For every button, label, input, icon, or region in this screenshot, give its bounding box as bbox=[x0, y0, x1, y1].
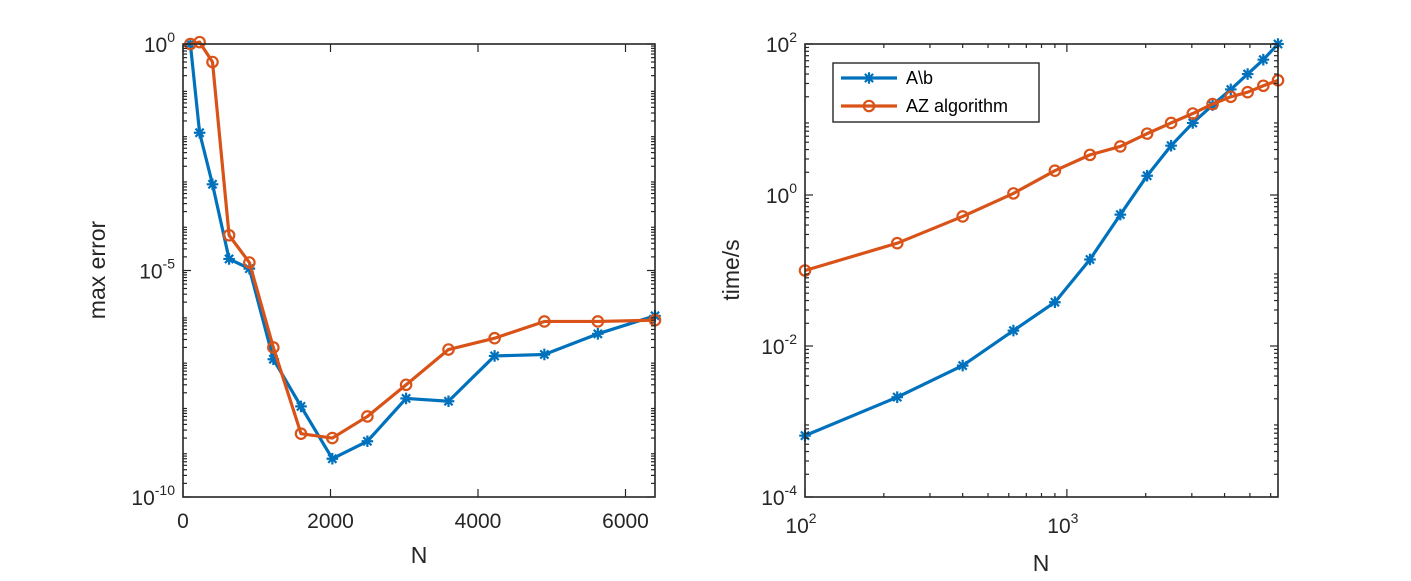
data-point-a-backslash-b bbox=[1165, 139, 1177, 152]
y-tick-label: 10-10 bbox=[131, 482, 175, 510]
data-point-a-backslash-b bbox=[538, 348, 551, 361]
error-plot-y-label: max error bbox=[84, 220, 110, 319]
data-point-az-algorithm bbox=[326, 431, 339, 445]
data-point-az-algorithm bbox=[1241, 85, 1254, 99]
data-point-a-backslash-b bbox=[1084, 253, 1096, 266]
data-point-az-algorithm bbox=[361, 410, 374, 423]
data-point-a-backslash-b bbox=[488, 350, 501, 362]
data-point-a-backslash-b bbox=[956, 359, 969, 372]
legend-entry-az-algorithm: AZ algorithm bbox=[841, 96, 1008, 116]
data-point-az-algorithm bbox=[399, 378, 413, 392]
timing-plot-axes-box bbox=[804, 43, 1279, 498]
data-point-az-algorithm bbox=[267, 341, 280, 354]
data-point-a-backslash-b bbox=[295, 400, 307, 413]
data-point-az-algorithm bbox=[1007, 187, 1020, 200]
timing-plot-y-label: time/s bbox=[718, 239, 744, 300]
data-point-az-algorithm bbox=[890, 236, 904, 250]
data-point-a-backslash-b bbox=[1257, 53, 1270, 66]
data-point-az-algorithm bbox=[1257, 79, 1270, 93]
data-point-az-algorithm bbox=[538, 315, 551, 328]
y-tick-label: 100 bbox=[144, 29, 175, 57]
data-point-a-backslash-b bbox=[1224, 83, 1237, 96]
data-point-az-algorithm bbox=[243, 256, 256, 269]
data-point-a-backslash-b bbox=[400, 392, 412, 405]
legend-swatch-marker bbox=[862, 99, 876, 113]
data-point-a-backslash-b bbox=[592, 328, 604, 340]
y-tick-label: 102 bbox=[766, 29, 797, 57]
data-point-az-algorithm bbox=[222, 228, 236, 242]
data-point-a-backslash-b bbox=[1007, 324, 1020, 337]
data-point-a-backslash-b bbox=[442, 395, 455, 408]
legend-label: AZ algorithm bbox=[906, 96, 1008, 116]
data-point-az-algorithm bbox=[193, 35, 206, 49]
timing-plot-series bbox=[798, 38, 1285, 442]
data-point-az-algorithm bbox=[591, 315, 605, 328]
data-point-az-algorithm bbox=[206, 55, 219, 69]
legend-swatch-marker bbox=[863, 72, 875, 84]
data-point-az-algorithm bbox=[1224, 90, 1238, 104]
data-point-a-backslash-b bbox=[1141, 169, 1153, 182]
timing-plot-x-label: N bbox=[1033, 550, 1050, 576]
data-point-az-algorithm bbox=[294, 427, 308, 440]
data-point-a-backslash-b bbox=[1186, 117, 1199, 129]
legend-box bbox=[832, 62, 1040, 123]
data-point-az-algorithm bbox=[1164, 116, 1178, 130]
series-line-az-algorithm bbox=[190, 40, 656, 440]
data-point-az-algorithm bbox=[1140, 127, 1154, 140]
y-tick-label: 10-4 bbox=[761, 482, 797, 510]
y-tick-label: 10-5 bbox=[139, 256, 175, 284]
x-tick-label: 2000 bbox=[307, 510, 354, 533]
error-plot-axes-box bbox=[182, 43, 656, 498]
data-point-a-backslash-b bbox=[193, 126, 206, 139]
x-tick-label: 0 bbox=[177, 510, 189, 533]
y-tick-label: 100 bbox=[766, 180, 797, 208]
data-point-az-algorithm bbox=[488, 331, 501, 345]
x-tick-label: 4000 bbox=[455, 510, 502, 533]
x-tick-label: 102 bbox=[785, 510, 816, 538]
error-plot: 100 10-5 10-100 2000 4000 6000 N max error bbox=[84, 29, 662, 568]
data-point-a-backslash-b bbox=[223, 253, 235, 265]
data-point-az-algorithm bbox=[442, 343, 455, 356]
data-point-a-backslash-b bbox=[1049, 296, 1061, 309]
data-point-az-algorithm bbox=[1206, 97, 1219, 111]
legend-marker-a-backslash-b bbox=[863, 72, 875, 84]
data-point-a-backslash-b bbox=[1241, 68, 1254, 80]
legend-marker-az-algorithm bbox=[862, 99, 876, 113]
legend-label: A\b bbox=[906, 68, 933, 88]
error-plot-ticks: 100 10-5 10-100 2000 4000 6000 bbox=[131, 29, 655, 533]
error-plot-area bbox=[183, 44, 655, 497]
data-point-az-algorithm bbox=[1048, 164, 1062, 177]
error-plot-series bbox=[184, 35, 662, 465]
y-tick-label: 10-2 bbox=[761, 331, 797, 359]
data-point-az-algorithm bbox=[1114, 140, 1127, 153]
data-point-a-backslash-b bbox=[267, 353, 280, 366]
data-point-a-backslash-b bbox=[206, 178, 219, 191]
legend-entry-a-backslash-b: A\b bbox=[841, 68, 933, 88]
legend: A\b AZ algorithm bbox=[832, 62, 1040, 123]
x-tick-label: 6000 bbox=[602, 510, 649, 533]
x-tick-label: 103 bbox=[1047, 510, 1078, 538]
data-point-az-algorithm bbox=[1186, 107, 1200, 120]
data-point-a-backslash-b bbox=[326, 452, 339, 465]
data-point-az-algorithm bbox=[1083, 148, 1097, 162]
data-point-az-algorithm bbox=[956, 210, 969, 223]
data-point-a-backslash-b bbox=[1114, 208, 1127, 221]
data-point-a-backslash-b bbox=[361, 435, 374, 448]
data-point-a-backslash-b bbox=[891, 391, 904, 403]
error-plot-x-label: N bbox=[411, 542, 428, 568]
